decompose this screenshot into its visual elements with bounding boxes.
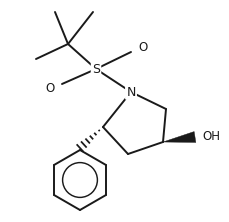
- Text: O: O: [45, 81, 55, 95]
- Polygon shape: [162, 132, 195, 143]
- Text: N: N: [126, 85, 135, 99]
- Text: OH: OH: [201, 131, 219, 143]
- Text: O: O: [138, 40, 147, 54]
- Text: S: S: [92, 63, 100, 75]
